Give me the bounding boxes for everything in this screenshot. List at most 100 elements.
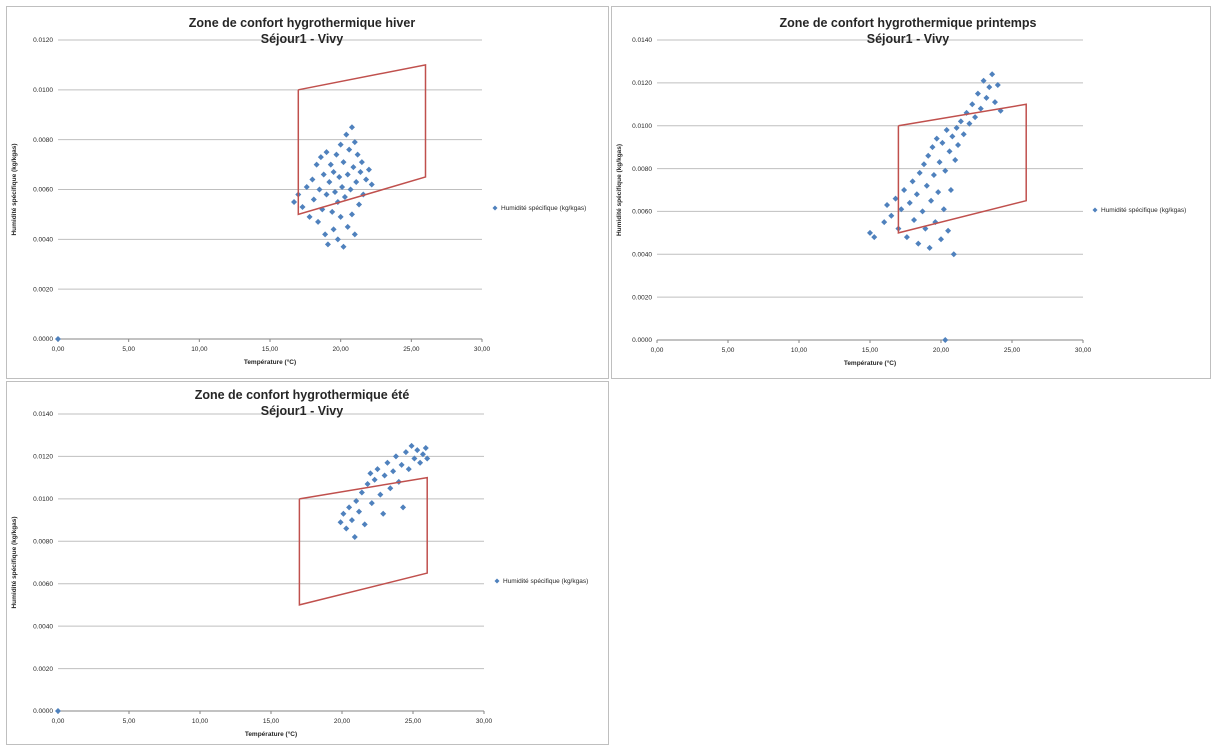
- chart-subtitle: Séjour1 - Vivy: [261, 32, 343, 46]
- x-tick-label: 30,00: [476, 718, 493, 725]
- data-point: [989, 71, 995, 77]
- data-point: [324, 149, 330, 155]
- data-point: [356, 201, 362, 207]
- data-point: [907, 200, 913, 206]
- data-point: [961, 131, 967, 137]
- data-point: [309, 177, 315, 183]
- x-tick-label: 10,00: [192, 718, 209, 725]
- data-point: [352, 534, 358, 540]
- data-point: [345, 224, 351, 230]
- data-point: [353, 179, 359, 185]
- data-point: [871, 234, 877, 240]
- data-point: [951, 251, 957, 257]
- data-point: [939, 140, 945, 146]
- data-point: [343, 132, 349, 138]
- y-axis-label: Humidité spécifique (kg/kgas): [616, 144, 623, 236]
- legend-label: Humidité spécifique (kg/kgas): [503, 578, 588, 585]
- data-point: [925, 153, 931, 159]
- data-point: [318, 154, 324, 160]
- data-point: [366, 167, 372, 173]
- data-point: [369, 500, 375, 506]
- data-point: [884, 202, 890, 208]
- data-point: [324, 191, 330, 197]
- data-point: [346, 147, 352, 153]
- data-point: [983, 95, 989, 101]
- data-point: [338, 214, 344, 220]
- data-point: [937, 159, 943, 165]
- data-point: [975, 91, 981, 97]
- chart-hiver: 0.0000 0.0020 0.0040 0.0060 0.0080 0.0100 0.01…: [7, 7, 608, 378]
- x-tick-label: 25,00: [403, 346, 420, 353]
- y-tick-label: 0.0020: [33, 286, 53, 293]
- data-point: [338, 142, 344, 148]
- data-point: [382, 473, 388, 479]
- data-point: [311, 196, 317, 202]
- data-point: [942, 337, 948, 343]
- y-tick-label: 0.0000: [632, 337, 652, 344]
- x-tick-label: 25,00: [1004, 347, 1021, 354]
- data-point: [945, 228, 951, 234]
- y-tick-label: 0.0000: [33, 336, 53, 343]
- data-point: [958, 118, 964, 124]
- x-tick-label: 15,00: [262, 346, 279, 353]
- y-tick-label: 0.0080: [33, 538, 53, 545]
- y-tick-label: 0.0120: [632, 80, 652, 87]
- y-tick-label: 0.0120: [33, 454, 53, 461]
- data-point: [380, 511, 386, 517]
- x-tick-label: 0,00: [52, 718, 65, 725]
- data-point: [349, 124, 355, 130]
- data-point: [369, 182, 375, 188]
- y-tick-label: 0.0100: [33, 496, 53, 503]
- data-point: [935, 189, 941, 195]
- data-point: [952, 157, 958, 163]
- data-point: [342, 194, 348, 200]
- data-point: [345, 172, 351, 178]
- y-tick-label: 0.0040: [632, 251, 652, 258]
- data-point: [331, 226, 337, 232]
- data-point: [356, 509, 362, 515]
- data-point: [947, 148, 953, 154]
- data-point: [314, 162, 320, 168]
- data-point: [969, 101, 975, 107]
- x-tick-label: 20,00: [333, 346, 350, 353]
- data-point: [307, 214, 313, 220]
- y-tick-label: 0.0080: [33, 137, 53, 144]
- chart-subtitle: Séjour1 - Vivy: [261, 404, 343, 418]
- data-point: [400, 504, 406, 510]
- data-point: [955, 142, 961, 148]
- data-point: [986, 84, 992, 90]
- data-point: [359, 159, 365, 165]
- y-tick-label: 0.0100: [632, 123, 652, 130]
- data-point: [403, 449, 409, 455]
- chart-subtitle: Séjour1 - Vivy: [867, 32, 949, 46]
- data-point: [329, 209, 335, 215]
- data-point: [387, 485, 393, 491]
- data-point: [423, 445, 429, 451]
- x-tick-label: 0,00: [651, 347, 664, 354]
- data-point: [349, 517, 355, 523]
- data-point: [55, 708, 61, 714]
- legend-marker: [495, 579, 500, 584]
- chart-panel-hiver: 0.0000 0.0020 0.0040 0.0060 0.0080 0.0100 0.01…: [6, 6, 609, 379]
- data-point: [931, 172, 937, 178]
- data-point: [352, 231, 358, 237]
- data-point: [929, 144, 935, 150]
- x-tick-label: 15,00: [263, 718, 280, 725]
- data-point: [927, 245, 933, 251]
- x-tick-label: 15,00: [862, 347, 879, 354]
- data-point: [928, 198, 934, 204]
- x-tick-label: 10,00: [791, 347, 808, 354]
- data-point: [390, 468, 396, 474]
- chart-title: Zone de confort hygrothermique été: [195, 388, 410, 402]
- data-point: [315, 219, 321, 225]
- data-point: [333, 152, 339, 158]
- y-tick-label: 0.0140: [33, 411, 53, 418]
- chart-printemps: 0.00000.00200.00400.00600.00800.01000.01…: [612, 7, 1210, 378]
- data-point: [911, 217, 917, 223]
- x-tick-label: 25,00: [405, 718, 422, 725]
- y-tick-label: 0.0020: [632, 294, 652, 301]
- chart-title: Zone de confort hygrothermique hiver: [189, 16, 416, 30]
- data-point: [384, 460, 390, 466]
- y-tick-label: 0.0040: [33, 623, 53, 630]
- data-point: [321, 172, 327, 178]
